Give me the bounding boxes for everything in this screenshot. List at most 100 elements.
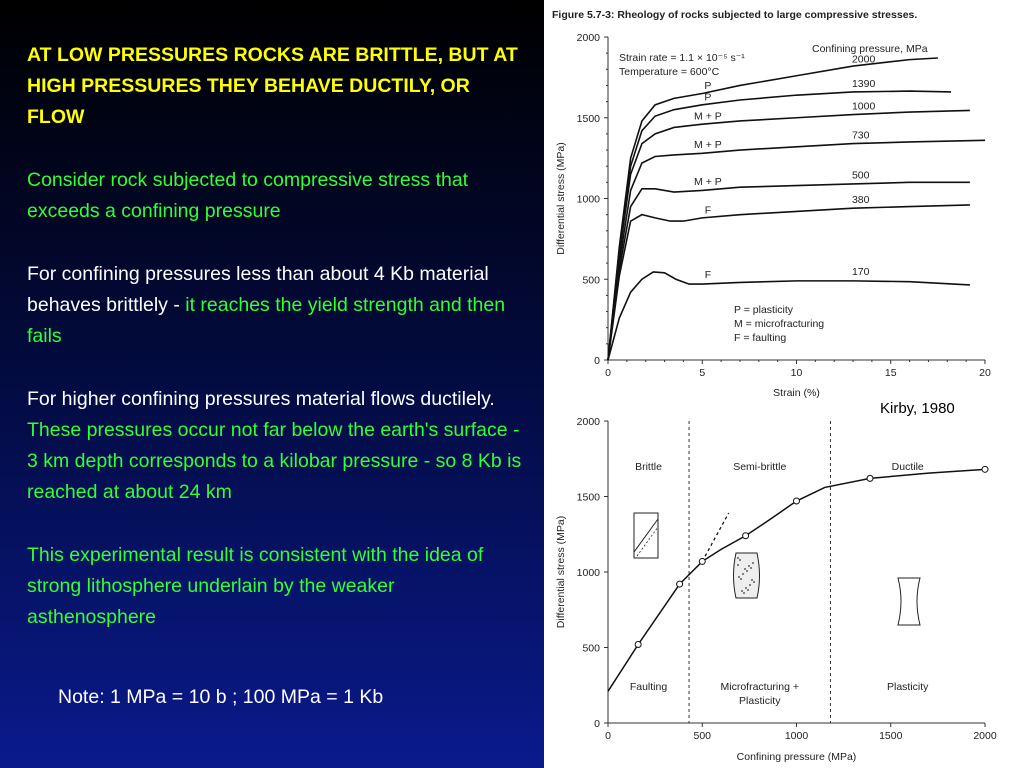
microfracture-dot (739, 559, 741, 561)
paragraph-lithosphere: This experimental result is consistent w… (27, 544, 484, 628)
pressure-label-500: 500 (852, 169, 870, 181)
confining-pressure-legend-title: Confining pressure, MPa (812, 43, 928, 55)
top-y-tick-label: 2000 (577, 32, 601, 44)
friction-extension-line (701, 512, 730, 562)
citation: Kirby, 1980 (880, 400, 955, 417)
data-point (676, 580, 684, 588)
slide-heading: AT LOW PRESSURES ROCKS ARE BRITTLE, BUT … (27, 44, 518, 128)
bottom-y-tick-label: 500 (582, 643, 600, 655)
region-label-ductile: Ductile (892, 461, 924, 473)
top-x-tick-label: 20 (979, 367, 991, 379)
brittle-sample-sketch (633, 512, 659, 559)
strain-rate-note: Strain rate = 1.1 × 10⁻⁵ s⁻¹ (619, 52, 745, 64)
stress-strain-curve-170 (607, 271, 970, 361)
stress-strain-curve-1390 (607, 90, 952, 361)
unit-note: Note: 1 MPa = 10 b ; 100 MPa = 1 Kb (58, 686, 384, 708)
brittle-highlight: it reaches the yield strength and then f… (27, 294, 506, 347)
figure-svg: Figure 5.7-3: Rheology of rocks subjecte… (552, 9, 997, 763)
figure-panel: Figure 5.7-3: Rheology of rocks subjecte… (544, 0, 1024, 768)
ductile-sample-sketch (897, 577, 921, 626)
bottom-x-tick-label: 2000 (973, 730, 997, 742)
top-x-axis-label: Strain (%) (773, 387, 820, 399)
microfracture-dot (748, 565, 750, 567)
region-mechanism-microfracturing: Microfracturing + (721, 681, 799, 693)
stress-strain-curve-730 (607, 139, 986, 361)
microfracture-dot (740, 578, 742, 580)
bottom-y-tick-label: 0 (594, 718, 600, 730)
microfracture-dot (737, 557, 739, 559)
mode-label-170: F (705, 269, 711, 281)
brittle-fault-line-2 (636, 526, 659, 557)
paragraph-ductile: For higher confining pressures material … (27, 384, 527, 508)
microfracture-dot (741, 590, 743, 592)
mode-label-2000: P (704, 80, 711, 92)
region-label-brittle: Brittle (635, 461, 662, 473)
microfracture-dot (742, 573, 744, 575)
top-x-tick-label: 10 (791, 367, 803, 379)
legend-note-microfracturing: M = microfracturing (734, 318, 824, 330)
mode-label-1000: M + P (694, 110, 722, 122)
microfracture-dot (738, 576, 740, 578)
microfracture-dot (751, 579, 753, 581)
stress-strain-curve-500 (607, 181, 970, 361)
region-mechanism-faulting: Faulting (630, 681, 668, 693)
semibrittle-sample-sketch (733, 552, 760, 599)
legend-note-plasticity: P = plasticity (734, 304, 794, 316)
region-mechanism-plasticity: Plasticity (887, 681, 929, 693)
top-y-axis-label: Differential stress (MPa) (555, 142, 567, 254)
paragraph-brittle: For confining pressures less than about … (27, 259, 527, 352)
data-point (634, 640, 642, 648)
stress-strain-curve-380 (607, 204, 970, 361)
pressure-label-730: 730 (852, 129, 870, 141)
microfracture-dot (743, 592, 745, 594)
data-point (981, 465, 989, 473)
data-point (866, 474, 874, 482)
mode-label-1390: P (704, 91, 711, 103)
brittle-fault-line (633, 518, 659, 553)
pressure-label-2000: 2000 (852, 54, 876, 66)
paragraph-compressive-stress: Consider rock subjected to compressive s… (27, 169, 469, 222)
top-y-tick-label: 1000 (577, 194, 601, 206)
microfracture-dot (750, 567, 752, 569)
data-point (793, 497, 800, 505)
bottom-y-tick-label: 1000 (577, 567, 601, 579)
region-mechanism-plasticity-2: Plasticity (739, 695, 781, 707)
mode-label-500: M + P (694, 176, 722, 188)
microfracture-dot (737, 564, 739, 566)
pressure-label-1000: 1000 (852, 100, 876, 112)
text-panel: AT LOW PRESSURES ROCKS ARE BRITTLE, BUT … (27, 40, 527, 633)
data-point (698, 557, 706, 565)
pressure-label-1390: 1390 (852, 78, 876, 90)
top-x-tick-label: 15 (885, 367, 897, 379)
microfracture-dot (747, 589, 749, 591)
top-y-tick-label: 0 (594, 355, 600, 367)
bottom-y-tick-label: 1500 (577, 492, 601, 504)
bottom-x-tick-label: 1000 (785, 730, 809, 742)
mode-label-380: F (705, 204, 711, 216)
top-y-tick-label: 500 (582, 274, 600, 286)
bottom-x-tick-label: 1500 (879, 730, 903, 742)
pressure-label-170: 170 (852, 266, 870, 278)
region-label-semi-brittle: Semi-brittle (733, 461, 786, 473)
brittle-ductile-trend-curve (607, 468, 986, 692)
top-y-tick-label: 1500 (577, 113, 601, 125)
stress-strain-curve-1000 (607, 109, 970, 361)
microfracture-dot (745, 587, 747, 589)
microfracture-dot (752, 562, 754, 564)
ductile-text: For higher confining pressures material … (27, 388, 495, 410)
brittle-text: For confining pressures less than about … (27, 263, 489, 316)
legend-note-faulting: F = faulting (734, 332, 786, 344)
top-x-tick-label: 0 (605, 367, 611, 379)
microfracture-dot (753, 581, 755, 583)
microfracture-dot (744, 568, 746, 570)
bottom-x-tick-label: 0 (605, 730, 611, 742)
figure-title: Figure 5.7-3: Rheology of rocks subjecte… (552, 9, 917, 21)
microfracture-dot (746, 570, 748, 572)
pressure-label-380: 380 (852, 194, 870, 206)
stress-strain-curve-2000 (607, 57, 938, 361)
bottom-y-axis-label: Differential stress (MPa) (555, 516, 567, 628)
bottom-x-axis-label: Confining pressure (MPa) (737, 751, 857, 763)
ductile-highlight: These pressures occur not far below the … (27, 419, 522, 503)
top-x-tick-label: 5 (699, 367, 705, 379)
bottom-x-tick-label: 500 (693, 730, 711, 742)
